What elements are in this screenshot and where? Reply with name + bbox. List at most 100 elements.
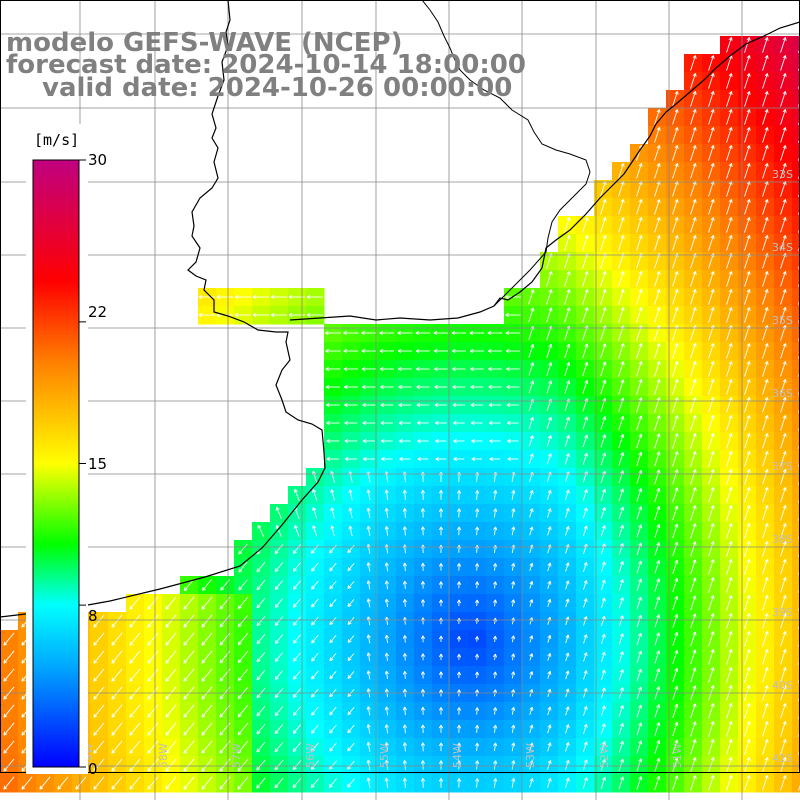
wind-arrow — [326, 402, 340, 408]
lat-label: 40S — [772, 679, 793, 692]
wind-arrow — [416, 420, 429, 426]
wind-arrow — [21, 776, 33, 790]
wind-cell — [792, 180, 800, 199]
wind-arrow — [129, 668, 141, 682]
wind-arrow — [3, 704, 15, 718]
wind-arrow — [165, 668, 177, 682]
lat-label: 36S — [772, 387, 793, 400]
wind-arrow — [256, 759, 266, 771]
wind-arrow — [384, 507, 389, 518]
wind-cell — [792, 198, 800, 217]
wind-arrow — [234, 294, 251, 300]
wind-arrow — [93, 740, 105, 754]
wind-arrow — [347, 671, 355, 679]
wind-arrow — [310, 778, 320, 788]
wind-arrow — [93, 650, 105, 664]
wind-arrow — [293, 598, 301, 608]
wind-arrow — [183, 578, 195, 592]
wind-cell — [792, 288, 800, 307]
wind-arrow — [326, 438, 340, 444]
wind-cell — [792, 414, 800, 433]
wind-arrow — [347, 778, 355, 788]
wind-arrow — [274, 724, 284, 735]
wind-field — [0, 36, 800, 793]
wind-cell — [792, 108, 800, 127]
wind-arrow — [129, 722, 141, 736]
wind-arrow — [344, 456, 357, 462]
wind-arrow — [415, 348, 430, 354]
wind-arrow — [379, 366, 394, 372]
wind-arrow — [380, 420, 394, 426]
wind-arrow — [329, 598, 337, 608]
wind-arrow — [344, 402, 358, 408]
wind-arrow — [420, 671, 426, 679]
wind-arrow — [310, 742, 319, 752]
lon-label: 53W — [524, 743, 537, 768]
wind-arrow — [420, 653, 426, 661]
wind-arrow — [111, 650, 123, 664]
wind-arrow — [402, 653, 407, 661]
wind-arrow — [366, 507, 371, 519]
wind-arrow — [3, 632, 15, 646]
wind-arrow — [420, 599, 426, 607]
wind-arrow — [347, 742, 355, 752]
wind-arrow — [274, 634, 284, 644]
wind-arrow — [183, 596, 195, 610]
wind-arrow — [311, 634, 319, 644]
wind-arrow — [330, 507, 335, 519]
wind-arrow — [183, 776, 195, 790]
wind-arrow — [293, 616, 301, 626]
wind-arrow — [384, 670, 389, 680]
wind-arrow — [402, 562, 407, 572]
wind-arrow — [3, 740, 15, 754]
wind-arrow — [201, 614, 213, 628]
wind-arrow — [379, 348, 395, 354]
wind-arrow — [111, 614, 123, 628]
wind-arrow — [312, 525, 318, 537]
wind-arrow — [347, 635, 355, 643]
wind-arrow — [347, 599, 355, 607]
wind-arrow — [129, 704, 141, 718]
wind-arrow — [402, 671, 407, 679]
wind-arrow — [129, 596, 141, 610]
wind-arrow — [147, 722, 159, 736]
wind-arrow — [344, 438, 358, 444]
wind-arrow — [433, 348, 448, 354]
wind-cell — [792, 216, 800, 235]
lon-label: 55W — [378, 743, 391, 768]
wind-arrow — [384, 598, 389, 608]
wind-arrow — [237, 614, 249, 628]
wind-arrow — [257, 524, 265, 538]
wind-arrow — [420, 489, 425, 500]
wind-arrow — [344, 420, 358, 426]
wind-cell — [792, 774, 800, 793]
colorbar-gradient — [32, 159, 80, 768]
wind-arrow — [415, 330, 431, 336]
wind-arrow — [438, 490, 444, 500]
wind-arrow — [292, 580, 301, 590]
wind-arrow — [398, 420, 411, 426]
wind-arrow — [256, 705, 266, 717]
wind-arrow — [306, 294, 323, 300]
wind-arrow — [348, 507, 353, 519]
wind-cell — [792, 324, 800, 343]
wind-arrow — [183, 614, 195, 628]
lat-label: 33S — [772, 168, 793, 181]
wind-arrow — [111, 632, 123, 646]
wind-arrow — [201, 776, 213, 790]
wind-cell — [792, 540, 800, 559]
wind-arrow — [384, 742, 389, 752]
wind-arrow — [310, 760, 320, 770]
wind-arrow — [147, 650, 159, 664]
wind-arrows — [3, 37, 800, 791]
wind-arrow — [274, 616, 284, 626]
wind-cell — [792, 612, 800, 631]
wind-arrow — [256, 579, 266, 591]
wind-arrow — [366, 616, 371, 626]
wind-arrow — [201, 740, 213, 754]
wind-arrow — [3, 722, 15, 736]
wind-arrow — [420, 526, 426, 536]
wind-arrow — [329, 652, 337, 662]
wind-arrow — [216, 294, 233, 300]
